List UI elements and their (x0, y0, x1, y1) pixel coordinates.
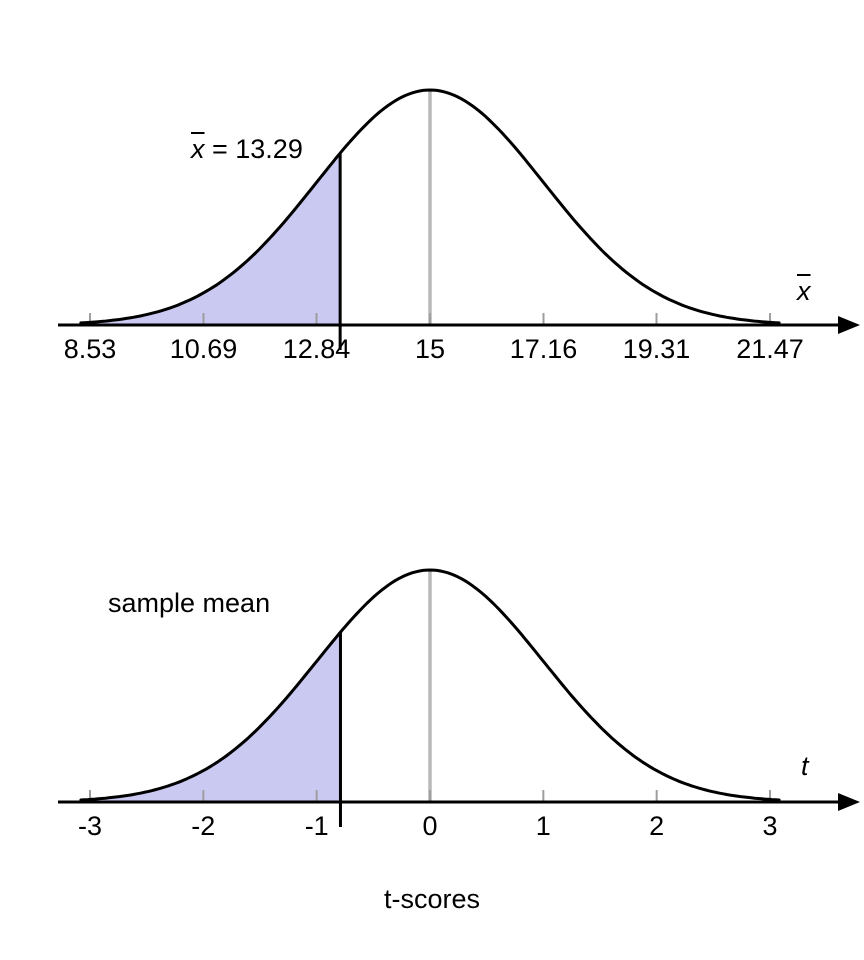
cutoff-value-label: x = 13.29 (191, 134, 303, 165)
tick-label: -2 (191, 811, 215, 841)
tick-label: 3 (762, 811, 777, 841)
density-curve (79, 88, 781, 325)
xbar-axis-label: x (797, 276, 811, 307)
sample-mean-annotation: sample mean (108, 588, 271, 618)
tick-label: 8.53 (64, 334, 117, 364)
tick-label: 19.31 (623, 334, 691, 364)
tick-label: 17.16 (510, 334, 578, 364)
axis-arrow (838, 316, 860, 334)
tick-label: -1 (305, 811, 329, 841)
tick-label: 10.69 (170, 334, 238, 364)
tick-label: 1 (536, 811, 551, 841)
t-scores-caption: t-scores (383, 884, 481, 914)
xbar-symbol: x (191, 134, 205, 164)
t-distribution-chart: -3 -2 -1 0 1 2 3 (58, 568, 860, 841)
tick-label: 12.84 (283, 334, 351, 364)
tick-label: 15 (415, 334, 445, 364)
shaded-area (80, 632, 341, 802)
t-axis-label: t (801, 751, 809, 781)
axis-arrow (838, 793, 860, 811)
sample-mean-distribution-chart: 8.53 10.69 12.84 15 17.16 19.31 21.47 (58, 88, 860, 364)
tick-label: 0 (422, 811, 437, 841)
tick-label: -3 (78, 811, 102, 841)
tick-label: 21.47 (736, 334, 804, 364)
shaded-area (80, 153, 341, 325)
cutoff-value-text: = 13.29 (204, 134, 303, 164)
tick-label: 2 (649, 811, 664, 841)
xbar-axis-symbol: x (797, 276, 811, 306)
density-curve (79, 568, 781, 802)
